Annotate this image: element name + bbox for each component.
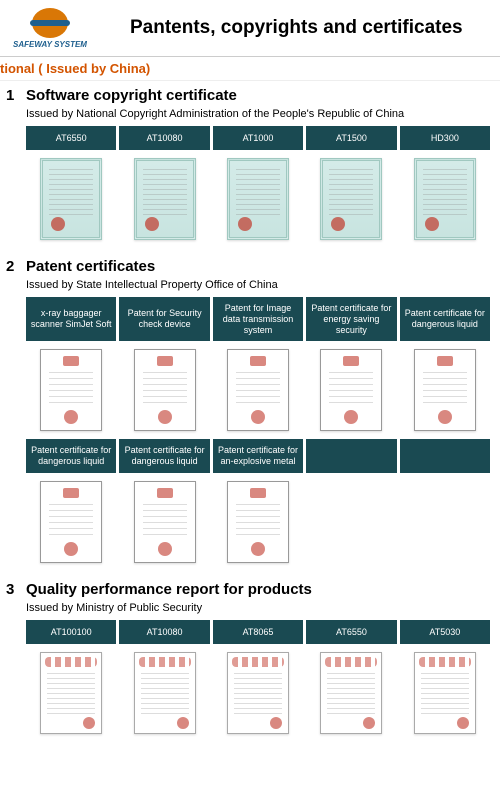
- tab-label: AT10080: [119, 620, 209, 644]
- tab-row: AT100100AT10080AT8065AT6550AT5030: [26, 620, 490, 644]
- certificate-image: [320, 652, 382, 734]
- section-subtitle: Issued by State Intellectual Property Of…: [26, 279, 490, 291]
- certificate-cell: [306, 154, 396, 244]
- certificate-image: [40, 349, 102, 431]
- tab-label: Patent certificate for energy saving sec…: [306, 297, 396, 341]
- header: SAFEWAY SYSTEM Pantents, copyrights and …: [0, 0, 500, 57]
- tab-label: AT8065: [213, 620, 303, 644]
- certificate-cell: [400, 477, 490, 567]
- certificate-row: [26, 345, 490, 435]
- globe-icon: [32, 8, 68, 38]
- tab-label: AT6550: [26, 126, 116, 150]
- certificate-image: [320, 158, 382, 240]
- section-subtitle: Issued by Ministry of Public Security: [26, 602, 490, 614]
- certificate-cell: [306, 648, 396, 738]
- tab-label: AT1500: [306, 126, 396, 150]
- section-number: 2: [6, 258, 26, 275]
- brand-logo: SAFEWAY SYSTEM: [10, 8, 90, 48]
- certificate-cell: [119, 477, 209, 567]
- certificate-image: [134, 652, 196, 734]
- certificate-image: [227, 481, 289, 563]
- nav-breadcrumb: tional ( Issued by China): [0, 57, 500, 81]
- tab-label: Patent certificate for dangerous liquid: [26, 439, 116, 473]
- certificate-cell: [26, 345, 116, 435]
- section-number: 1: [6, 87, 26, 104]
- certificate-image: [40, 158, 102, 240]
- tab-label: AT10080: [119, 126, 209, 150]
- tab-label: [400, 439, 490, 473]
- certificate-image: [414, 158, 476, 240]
- certificate-cell: [306, 477, 396, 567]
- tab-label: Patent certificate for dangerous liquid: [119, 439, 209, 473]
- certificate-cell: [119, 154, 209, 244]
- tab-label: AT5030: [400, 620, 490, 644]
- tab-label: x-ray baggager scanner SimJet Soft: [26, 297, 116, 341]
- certificate-cell: [400, 648, 490, 738]
- section-number: 3: [6, 581, 26, 598]
- tab-row: Patent certificate for dangerous liquidP…: [26, 439, 490, 473]
- section-subtitle: Issued by National Copyright Administrat…: [26, 108, 490, 120]
- tab-label: AT6550: [306, 620, 396, 644]
- certificate-image: [134, 481, 196, 563]
- certificate-cell: [213, 648, 303, 738]
- brand-text: SAFEWAY SYSTEM: [10, 40, 90, 49]
- certificate-cell: [119, 345, 209, 435]
- tab-label: AT1000: [213, 126, 303, 150]
- certificate-cell: [400, 345, 490, 435]
- certificate-image: [134, 158, 196, 240]
- section-title: Patent certificates: [26, 258, 155, 275]
- section: 2Patent certificates Issued by State Inte…: [0, 258, 490, 567]
- tab-label: Patent for Security check device: [119, 297, 209, 341]
- certificate-row: [26, 154, 490, 244]
- tab-label: Patent certificate for dangerous liquid: [400, 297, 490, 341]
- section-title: Software copyright certificate: [26, 87, 237, 104]
- certificate-image: [227, 158, 289, 240]
- page-title: Pantents, copyrights and certificates: [130, 17, 463, 39]
- certificate-cell: [213, 477, 303, 567]
- tab-label: [306, 439, 396, 473]
- certificate-image: [227, 652, 289, 734]
- certificate-row: [26, 477, 490, 567]
- certificate-cell: [400, 154, 490, 244]
- certificate-image: [227, 349, 289, 431]
- certificate-image: [320, 349, 382, 431]
- certificate-image: [40, 652, 102, 734]
- certificate-cell: [213, 345, 303, 435]
- tab-label: AT100100: [26, 620, 116, 644]
- tab-row: x-ray baggager scanner SimJet SoftPatent…: [26, 297, 490, 341]
- certificate-cell: [26, 154, 116, 244]
- certificate-cell: [26, 648, 116, 738]
- tab-label: Patent certificate for an-explosive meta…: [213, 439, 303, 473]
- certificate-image: [414, 349, 476, 431]
- certificate-image: [40, 481, 102, 563]
- content-area: 1Software copyright certificate Issued by…: [0, 81, 500, 762]
- section-title: Quality performance report for products: [26, 581, 312, 598]
- tab-label: Patent for Image data transmission syste…: [213, 297, 303, 341]
- certificate-row: [26, 648, 490, 738]
- certificate-cell: [119, 648, 209, 738]
- tab-label: HD300: [400, 126, 490, 150]
- tab-row: AT6550AT10080AT1000AT1500HD300: [26, 126, 490, 150]
- certificate-image: [414, 652, 476, 734]
- section: 1Software copyright certificate Issued by…: [0, 87, 490, 244]
- certificate-cell: [26, 477, 116, 567]
- section: 3Quality performance report for products…: [0, 581, 490, 738]
- certificate-image: [134, 349, 196, 431]
- certificate-cell: [306, 345, 396, 435]
- certificate-cell: [213, 154, 303, 244]
